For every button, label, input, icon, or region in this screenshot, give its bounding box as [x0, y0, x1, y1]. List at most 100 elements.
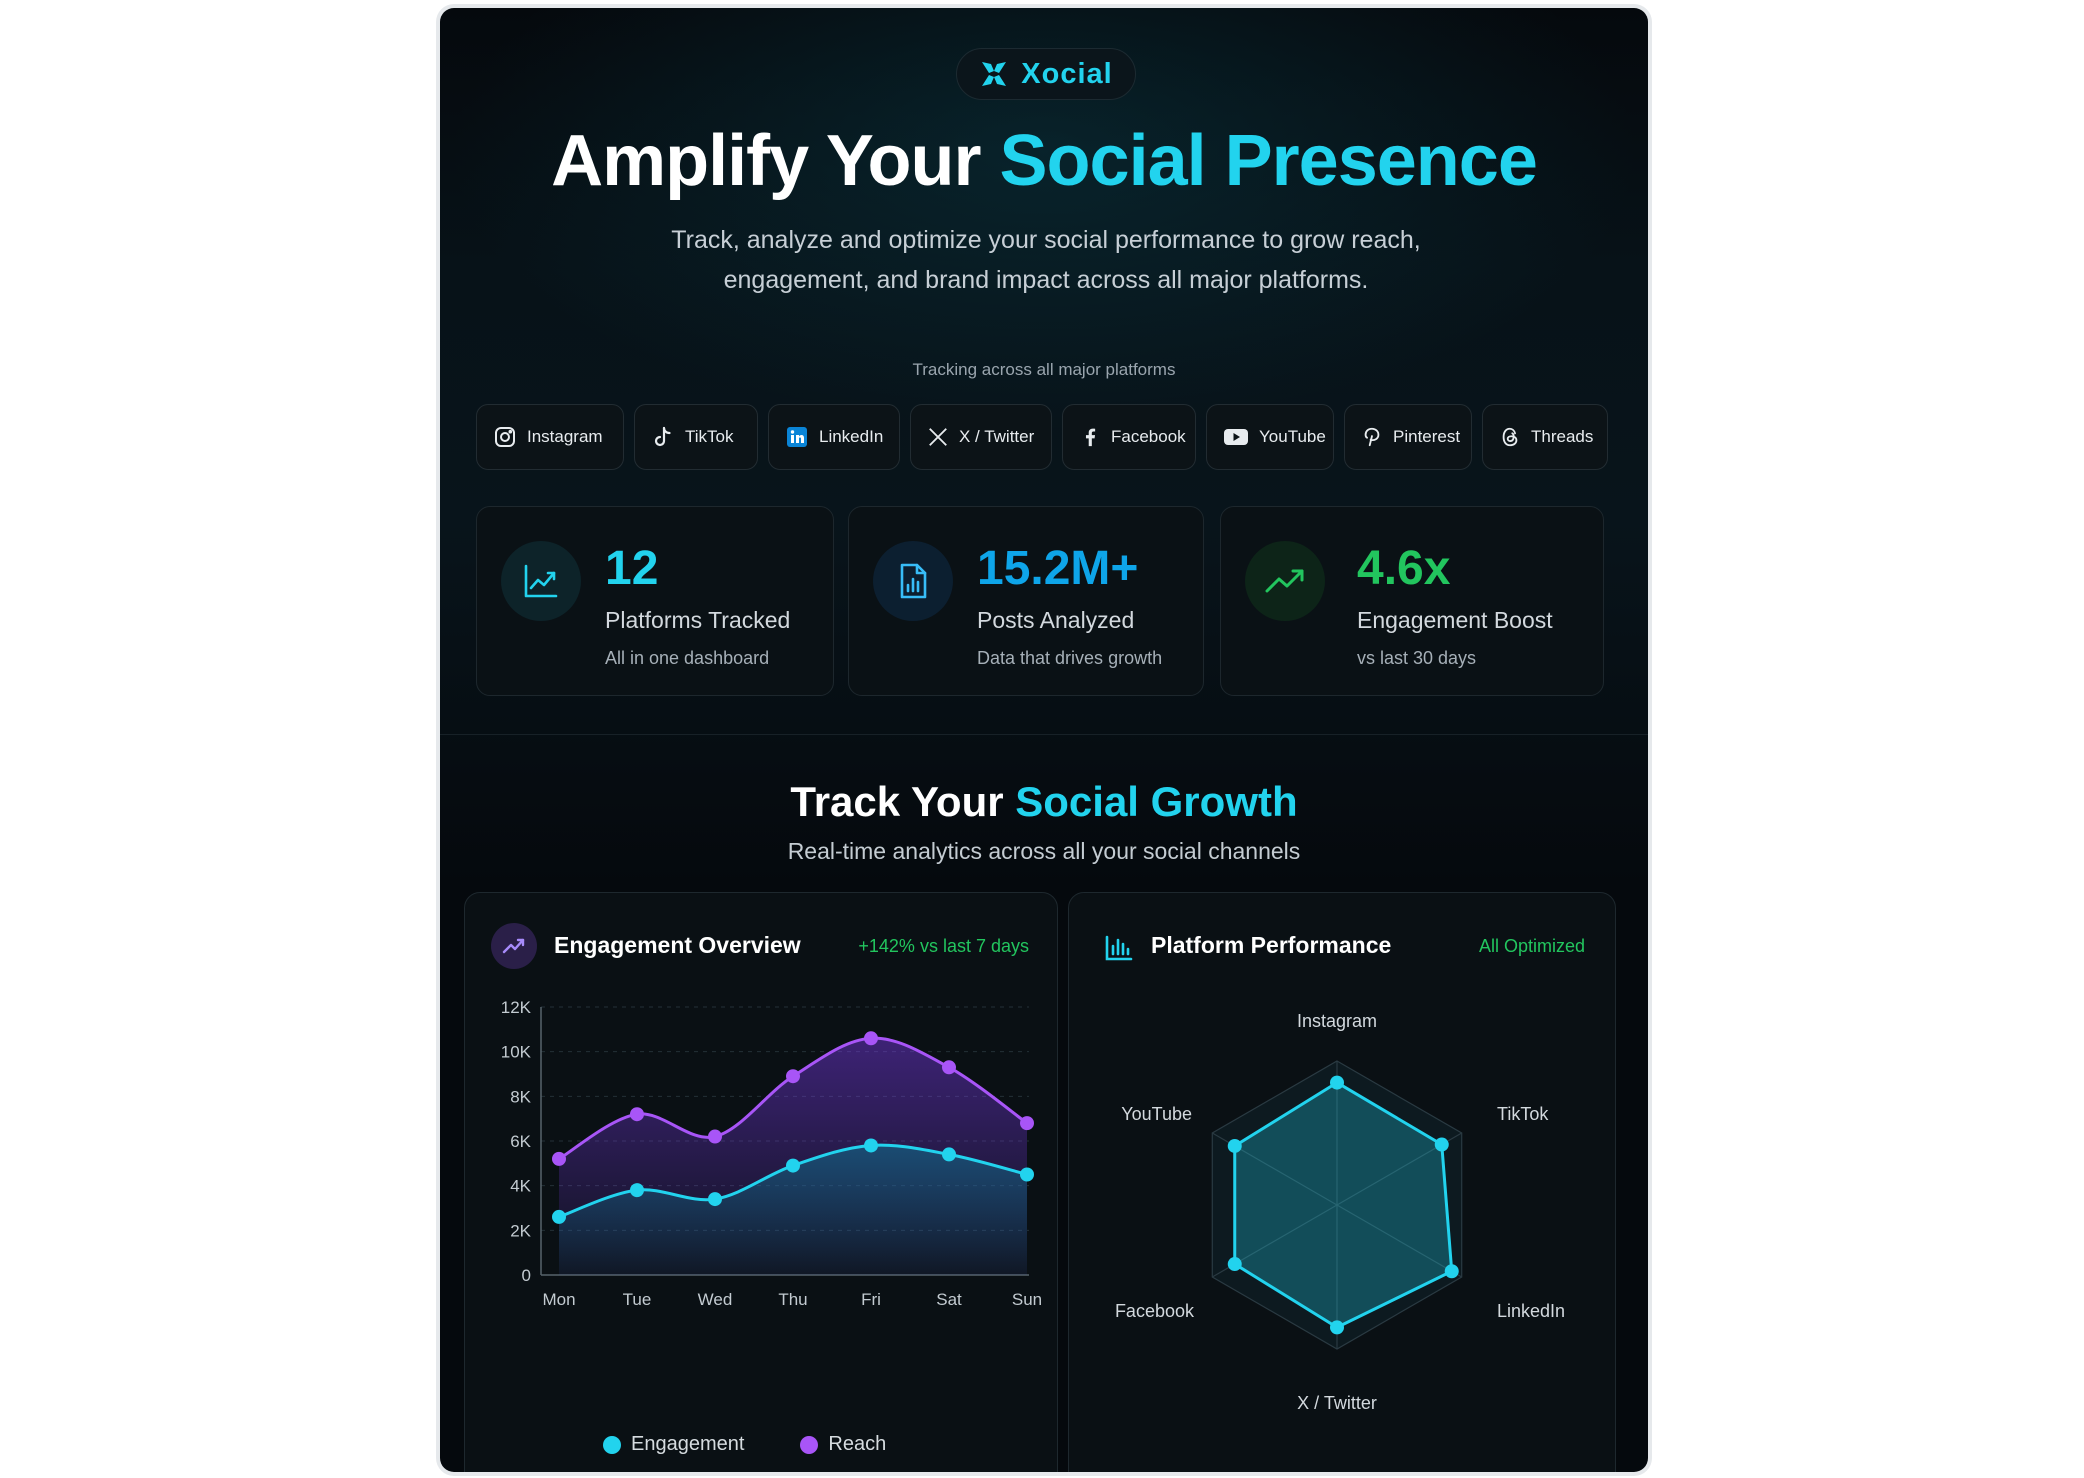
radar-axis-label: Facebook: [1115, 1301, 1195, 1321]
data-point-reach[interactable]: [708, 1129, 722, 1144]
threads-icon: [1502, 427, 1518, 447]
bar-chart-icon: [1105, 935, 1133, 961]
radar-data-point[interactable]: [1444, 1264, 1459, 1279]
data-point-reach[interactable]: [942, 1060, 956, 1075]
stat-sublabel: vs last 30 days: [1357, 648, 1477, 668]
platform-chip-label: Threads: [1531, 427, 1594, 446]
stat-icon-circle: [873, 541, 953, 621]
radar-data-point[interactable]: [1227, 1138, 1242, 1153]
radar-data-point[interactable]: [1330, 1320, 1344, 1335]
data-point-engagement[interactable]: [1020, 1167, 1034, 1182]
youtube-icon: [1224, 429, 1248, 445]
platform-chip-linkedin[interactable]: LinkedIn: [768, 404, 900, 470]
radar-axis-label: YouTube: [1121, 1104, 1192, 1124]
platform-radar-chart: Instagram TikTok LinkedIn X / Twitter Facebo…: [1115, 1011, 1565, 1413]
platform-chip-label: X / Twitter: [959, 427, 1035, 446]
x-brand-icon: [982, 62, 1007, 86]
platform-chip-label: Facebook: [1111, 427, 1186, 446]
legend-label: Engagement: [631, 1433, 745, 1455]
hero-subtitle-line2: engagement, and brand impact across all …: [723, 266, 1369, 294]
data-point-engagement[interactable]: [786, 1158, 800, 1173]
facebook-icon: [1085, 428, 1096, 447]
x-tick-label: Tue: [623, 1290, 652, 1309]
data-point-engagement[interactable]: [552, 1209, 566, 1224]
legend-swatch: [800, 1435, 819, 1454]
trending-up-icon: [502, 938, 525, 954]
card-title: Platform Performance: [1151, 932, 1392, 958]
stat-value: 12: [605, 542, 659, 595]
optimized-badge: All Optimized: [1478, 936, 1585, 956]
platform-chip-tiktok[interactable]: TikTok: [634, 404, 758, 470]
hero-subtitle-line1: Track, analyze and optimize your social …: [671, 226, 1421, 254]
platform-chip-label: Instagram: [527, 427, 603, 446]
data-point-engagement[interactable]: [942, 1147, 956, 1162]
x-tick-label: Thu: [778, 1290, 807, 1309]
stat-sublabel: Data that drives growth: [977, 648, 1163, 668]
series-area-engagement: [559, 1145, 1027, 1275]
stat-icon-circle: [501, 541, 581, 621]
radar-spoke: [1336, 1204, 1463, 1278]
platform-chip-label: TikTok: [685, 427, 734, 446]
section-divider: [440, 734, 1648, 735]
platform-chip-instagram[interactable]: Instagram: [476, 404, 624, 470]
y-tick-label: 8K: [510, 1087, 531, 1106]
platform-chip-threads[interactable]: Threads: [1482, 404, 1608, 470]
x-tick-label: Mon: [542, 1290, 575, 1309]
growth-title-part1: Track Your: [790, 778, 1016, 825]
linkedin-icon: [787, 427, 807, 447]
brand-logo[interactable]: Xocial: [956, 48, 1136, 100]
landing-page: Xocial Amplify Your Social Presence Trac…: [440, 8, 1648, 1472]
platform-chip-facebook[interactable]: Facebook: [1062, 404, 1196, 470]
brand-name: Xocial: [1021, 57, 1113, 90]
growth-subtitle: Real-time analytics across all your soci…: [787, 838, 1301, 864]
data-point-reach[interactable]: [552, 1151, 566, 1166]
growth-badge: +142% vs last 7 days: [858, 936, 1029, 956]
engagement-area-chart: 0 2K 4K 6K 8K 10K 12K Mon Tue Wed Thu Fri Sat Sun: [501, 998, 1042, 1309]
device-frame: Xocial Amplify Your Social Presence Trac…: [436, 4, 1652, 1476]
platforms-label: Tracking across all major platforms: [912, 360, 1176, 379]
x-tick-label: Wed: [698, 1290, 733, 1309]
stat-icon-circle: [1245, 541, 1325, 621]
chart-legend: Engagement Reach: [603, 1433, 886, 1456]
x-icon: [929, 428, 947, 446]
legend-item-reach[interactable]: Reach: [800, 1433, 886, 1456]
line-chart-icon: [524, 564, 558, 598]
data-point-reach[interactable]: [786, 1069, 800, 1084]
engagement-overview-card: Engagement Overview +142% vs last 7 days…: [464, 892, 1058, 1472]
card-icon-circle: [491, 923, 537, 969]
growth-title: Track Your Social Growth: [440, 778, 1648, 826]
legend-label: Reach: [828, 1433, 887, 1455]
hero-title: Amplify Your Social Presence: [440, 120, 1648, 202]
data-point-reach[interactable]: [864, 1031, 878, 1046]
data-point-engagement[interactable]: [630, 1183, 644, 1198]
stat-card-posts: 15.2M+ Posts Analyzed Data that drives g…: [848, 506, 1204, 696]
radar-axis-label: LinkedIn: [1497, 1301, 1565, 1321]
stat-label: Platforms Tracked: [605, 607, 791, 633]
data-point-engagement[interactable]: [864, 1138, 878, 1153]
radar-axis-label: TikTok: [1497, 1104, 1549, 1124]
platform-chip-x-twitter[interactable]: X / Twitter: [910, 404, 1052, 470]
radar-data-point[interactable]: [1330, 1075, 1344, 1090]
platform-chip-youtube[interactable]: YouTube: [1206, 404, 1334, 470]
instagram-icon: [495, 427, 515, 447]
stat-card-engagement: 4.6x Engagement Boost vs last 30 days: [1220, 506, 1604, 696]
stat-value: 4.6x: [1357, 542, 1451, 595]
platform-chip-pinterest[interactable]: Pinterest: [1344, 404, 1472, 470]
radar-axis-label: X / Twitter: [1297, 1393, 1377, 1413]
platform-chip-label: LinkedIn: [819, 427, 884, 446]
y-tick-label: 12K: [501, 998, 532, 1017]
radar-data-point[interactable]: [1227, 1257, 1242, 1272]
platform-chip-label: YouTube: [1259, 427, 1326, 446]
y-tick-label: 10K: [501, 1043, 532, 1062]
stat-sublabel: All in one dashboard: [605, 648, 770, 668]
trending-up-icon: [1265, 569, 1304, 593]
radar-data-point[interactable]: [1434, 1137, 1449, 1152]
document-chart-icon: [900, 563, 927, 599]
data-point-engagement[interactable]: [708, 1192, 722, 1207]
data-point-reach[interactable]: [1020, 1116, 1034, 1131]
data-point-reach[interactable]: [630, 1107, 644, 1122]
x-tick-label: Fri: [861, 1290, 881, 1309]
legend-item-engagement[interactable]: Engagement: [603, 1433, 744, 1456]
card-title: Engagement Overview: [554, 932, 801, 958]
stat-label: Posts Analyzed: [977, 607, 1135, 633]
